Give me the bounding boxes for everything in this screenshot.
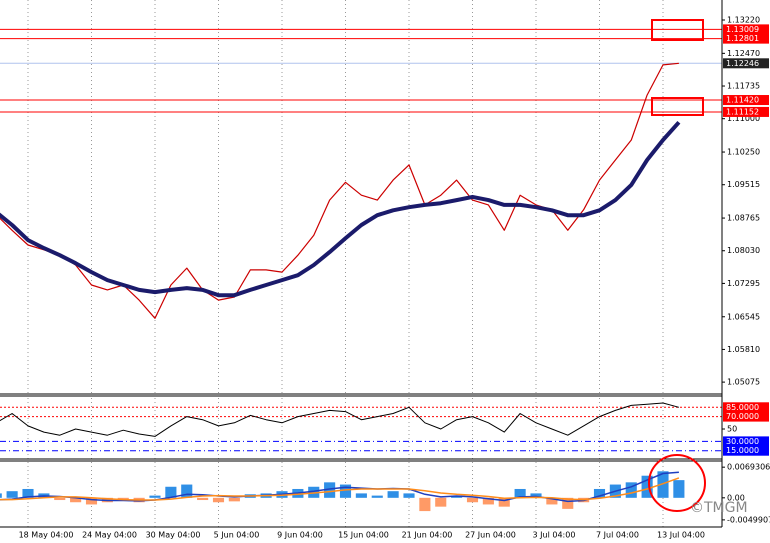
- histogram-bar: [197, 497, 209, 501]
- histogram-bar: [482, 497, 494, 505]
- x-tick-label: 9 Jun 04:00: [277, 531, 323, 540]
- histogram-bar: [403, 493, 415, 498]
- series-line: [0, 471, 679, 503]
- level-label: 1.11152: [726, 107, 759, 116]
- y-tick-label: 70.0000: [726, 412, 759, 421]
- y-tick-label: 1.09515: [727, 180, 760, 189]
- y-tick-label: 1.07295: [727, 279, 760, 288]
- y-tick-label: 50: [727, 425, 737, 434]
- level-label-box: [723, 24, 769, 35]
- series-line: [0, 62, 679, 319]
- series-line: [0, 477, 680, 501]
- y-tick-label: 1.13220: [727, 16, 760, 25]
- level-label: 1.11420: [726, 96, 759, 105]
- series-line: [0, 120, 681, 298]
- y-tick-label: 1.11735: [727, 82, 760, 91]
- level-label: 1.12801: [726, 34, 759, 43]
- x-tick-label: 21 Jun 04:00: [402, 531, 453, 540]
- histogram-bar: [22, 488, 34, 498]
- histogram-bar: [70, 497, 82, 503]
- histogram-bar: [371, 495, 383, 498]
- histogram-bar: [212, 497, 225, 503]
- highlight-box: [651, 97, 704, 116]
- histogram-bar: [165, 486, 177, 498]
- level-label: 1.13009: [726, 25, 759, 34]
- histogram-bar: [339, 484, 352, 498]
- x-tick-label: 15 Jun 04:00: [338, 531, 389, 540]
- histogram-bar: [657, 471, 669, 498]
- histogram-bar: [530, 493, 542, 498]
- level-label-box: [723, 106, 769, 117]
- x-tick-label: 27 Jun 04:00: [465, 531, 516, 540]
- tick-label-box: [723, 436, 769, 447]
- y-tick-label: 1.10250: [727, 148, 760, 157]
- y-tick-label: 0.00: [727, 493, 745, 502]
- tick-label-box: [723, 402, 769, 413]
- histogram-bar: [355, 493, 367, 498]
- histogram-bar: [466, 497, 479, 503]
- watermark: ©TMGM: [690, 500, 748, 516]
- histogram-bar: [387, 491, 399, 498]
- x-tick-label: 3 Jul 04:00: [533, 531, 576, 540]
- histogram-bar: [419, 497, 431, 512]
- x-tick-label: 5 Jun 04:00: [214, 531, 260, 540]
- y-tick-label: 30.0000: [726, 437, 759, 446]
- y-tick-label: 1.05810: [727, 345, 760, 354]
- y-tick-label: 1.11000: [727, 114, 760, 123]
- tick-label-box: [723, 445, 769, 456]
- histogram-bar: [673, 480, 685, 498]
- y-tick-label: 1.08030: [727, 246, 760, 255]
- histogram-bar: [6, 491, 18, 498]
- histogram-bar: [546, 497, 558, 505]
- histogram-bar: [54, 497, 66, 501]
- x-tick-label: 13 Jul 04:00: [657, 531, 705, 540]
- y-tick-label: 85.0000: [726, 403, 759, 412]
- level-label-box: [723, 58, 769, 69]
- histogram-bar: [0, 493, 2, 498]
- x-tick-label: 7 Jul 04:00: [596, 531, 639, 540]
- histogram-bar: [149, 495, 161, 498]
- highlight-circle: [648, 454, 706, 512]
- y-tick-label: 15.0000: [726, 446, 759, 455]
- x-tick-label: 30 May 04:00: [146, 531, 201, 540]
- histogram-bar: [498, 497, 510, 507]
- y-tick-label: 1.05075: [727, 378, 760, 387]
- x-tick-label: 24 May 04:00: [82, 531, 137, 540]
- histogram-bar: [625, 482, 637, 498]
- histogram-bar: [641, 475, 653, 498]
- y-tick-label: 1.12470: [727, 49, 760, 58]
- y-tick-label: 1.08765: [727, 214, 760, 223]
- histogram-bar: [562, 497, 574, 509]
- series-line: [0, 402, 680, 437]
- histogram-bar: [324, 482, 336, 498]
- y-tick-label: 1.06545: [727, 312, 760, 321]
- y-tick-label: 0.0069306: [727, 463, 770, 472]
- level-label-box: [723, 33, 769, 44]
- tick-label-box: [723, 411, 769, 422]
- level-label: 1.12246: [726, 59, 759, 68]
- histogram-bar: [85, 497, 98, 505]
- y-tick-label: -0.0049907: [727, 515, 770, 524]
- x-tick-label: 18 May 04:00: [19, 531, 74, 540]
- histogram-bar: [593, 488, 606, 498]
- highlight-box: [651, 19, 704, 41]
- histogram-bar: [181, 484, 193, 498]
- level-label-box: [723, 95, 769, 106]
- histogram-bar: [514, 488, 526, 498]
- histogram-bar: [435, 497, 447, 507]
- histogram-bar: [228, 497, 240, 502]
